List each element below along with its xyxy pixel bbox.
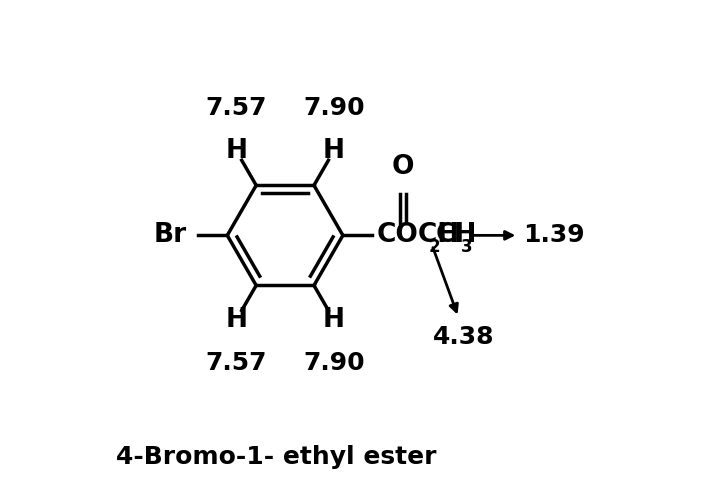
Text: Br: Br <box>153 222 186 248</box>
Text: 2: 2 <box>429 239 440 256</box>
Text: 4-Bromo-1- ethyl ester: 4-Bromo-1- ethyl ester <box>116 445 437 469</box>
Text: O: O <box>392 154 415 180</box>
Text: 7.90: 7.90 <box>303 96 364 120</box>
Text: 7.57: 7.57 <box>206 351 267 375</box>
Text: COCH: COCH <box>376 222 460 248</box>
Text: H: H <box>226 138 247 164</box>
Text: 3: 3 <box>461 239 473 256</box>
Text: H: H <box>323 138 345 164</box>
Text: H: H <box>323 307 345 333</box>
Text: 7.57: 7.57 <box>206 96 267 120</box>
Text: CH: CH <box>436 222 477 248</box>
Text: 4.38: 4.38 <box>433 324 494 348</box>
Text: H: H <box>226 307 247 333</box>
Text: 1.39: 1.39 <box>523 223 584 247</box>
Text: 7.90: 7.90 <box>303 351 364 375</box>
